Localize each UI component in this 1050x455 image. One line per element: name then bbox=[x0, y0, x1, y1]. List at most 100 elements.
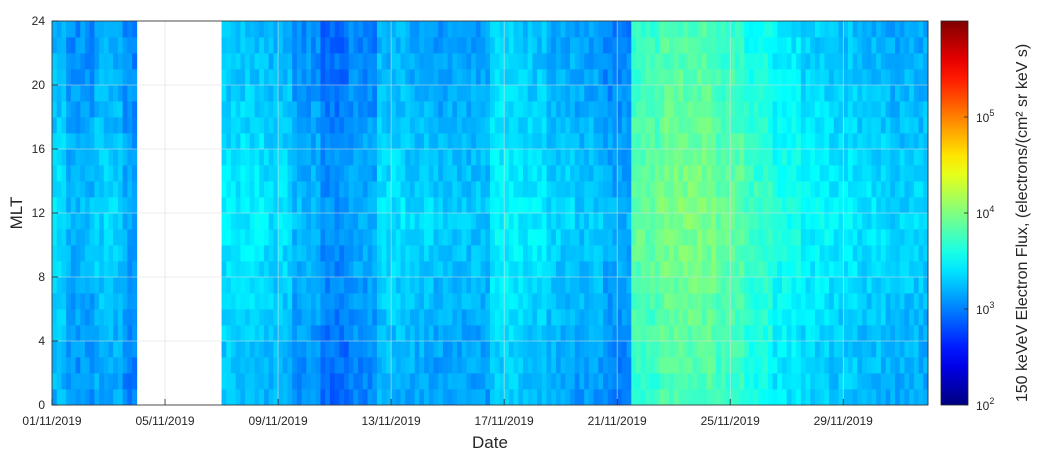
heatmap-cell bbox=[395, 53, 401, 70]
heatmap-cell bbox=[499, 53, 505, 70]
heatmap-cell bbox=[829, 149, 835, 166]
heatmap-cell bbox=[278, 85, 284, 102]
heatmap-cell bbox=[786, 357, 792, 374]
heatmap-cell bbox=[400, 245, 406, 262]
heatmap-cell bbox=[254, 213, 260, 230]
heatmap-cell bbox=[52, 213, 58, 230]
heatmap-cell bbox=[763, 341, 769, 358]
heatmap-cell bbox=[287, 85, 293, 102]
heatmap-cell bbox=[315, 373, 321, 390]
heatmap-cell bbox=[367, 21, 373, 38]
heatmap-cell bbox=[716, 197, 722, 214]
heatmap-cell bbox=[541, 373, 547, 390]
heatmap-cell bbox=[918, 117, 924, 134]
heatmap-cell bbox=[857, 229, 863, 246]
heatmap-cell bbox=[433, 245, 439, 262]
heatmap-cell bbox=[485, 181, 491, 198]
heatmap-cell bbox=[621, 101, 627, 118]
heatmap-cell bbox=[541, 325, 547, 342]
x-tick-label: 25/11/2019 bbox=[701, 414, 760, 428]
heatmap-cell bbox=[117, 149, 124, 166]
heatmap-cell bbox=[414, 325, 420, 342]
heatmap-cell bbox=[292, 277, 298, 294]
heatmap-cell bbox=[631, 293, 637, 310]
heatmap-cell bbox=[560, 325, 566, 342]
heatmap-cell bbox=[786, 245, 792, 262]
heatmap-cell bbox=[391, 213, 397, 230]
heatmap-cell bbox=[913, 197, 919, 214]
heatmap-cell bbox=[668, 341, 675, 358]
heatmap-cell bbox=[513, 293, 519, 310]
heatmap-cell bbox=[777, 229, 783, 246]
heatmap-cell bbox=[362, 117, 368, 134]
heatmap-cell bbox=[588, 181, 595, 198]
heatmap-cell bbox=[367, 341, 373, 358]
heatmap-cell bbox=[89, 53, 95, 70]
heatmap-cell bbox=[555, 117, 562, 134]
heatmap-cell bbox=[315, 101, 321, 118]
heatmap-cell bbox=[631, 21, 637, 38]
heatmap-cell bbox=[353, 213, 359, 230]
heatmap-cell bbox=[829, 37, 835, 54]
heatmap-cell bbox=[311, 293, 317, 310]
heatmap-cell bbox=[739, 261, 745, 278]
heatmap-cell bbox=[763, 245, 769, 262]
heatmap-cell bbox=[424, 149, 430, 166]
heatmap-cell bbox=[659, 229, 665, 246]
heatmap-cell bbox=[504, 53, 510, 70]
heatmap-cell bbox=[857, 357, 863, 374]
heatmap-cell bbox=[70, 21, 76, 38]
heatmap-cell bbox=[438, 261, 444, 278]
heatmap-cell bbox=[617, 373, 623, 390]
heatmap-cell bbox=[617, 85, 623, 102]
heatmap-cell bbox=[777, 117, 783, 134]
heatmap-cell bbox=[744, 101, 750, 118]
heatmap-cell bbox=[311, 213, 317, 230]
heatmap-cell bbox=[292, 165, 298, 182]
heatmap-cell bbox=[763, 53, 769, 70]
heatmap-cell bbox=[673, 341, 679, 358]
heatmap-cell bbox=[527, 261, 533, 278]
heatmap-cell bbox=[527, 117, 533, 134]
heatmap-cell bbox=[537, 389, 543, 406]
heatmap-cell bbox=[753, 229, 759, 246]
heatmap-cell bbox=[70, 181, 76, 198]
heatmap-cell bbox=[805, 85, 811, 102]
heatmap-cell bbox=[678, 117, 684, 134]
heatmap-cell bbox=[852, 213, 858, 230]
heatmap-cell bbox=[598, 245, 604, 262]
heatmap-cell bbox=[899, 325, 905, 342]
heatmap-cell bbox=[522, 373, 529, 390]
heatmap-cell bbox=[122, 21, 128, 38]
heatmap-cell bbox=[254, 325, 260, 342]
heatmap-cell bbox=[461, 149, 467, 166]
heatmap-cell bbox=[494, 325, 500, 342]
heatmap-cell bbox=[725, 245, 731, 262]
heatmap-cell bbox=[758, 309, 764, 326]
heatmap-cell bbox=[466, 213, 472, 230]
heatmap-cell bbox=[240, 149, 246, 166]
heatmap-cell bbox=[419, 53, 425, 70]
heatmap-cell bbox=[466, 101, 472, 118]
heatmap-cell bbox=[833, 341, 839, 358]
heatmap-cell bbox=[899, 341, 905, 358]
heatmap-cell bbox=[66, 293, 72, 310]
heatmap-cell bbox=[358, 341, 364, 358]
heatmap-cell bbox=[767, 261, 773, 278]
heatmap-cell bbox=[697, 101, 703, 118]
heatmap-cell bbox=[659, 261, 665, 278]
heatmap-cell bbox=[626, 53, 632, 70]
heatmap-cell bbox=[367, 261, 373, 278]
heatmap-cell bbox=[391, 245, 397, 262]
heatmap-cell bbox=[263, 277, 270, 294]
heatmap-cell bbox=[513, 53, 519, 70]
heatmap-cell bbox=[221, 309, 227, 326]
heatmap-cell bbox=[254, 37, 260, 54]
heatmap-cell bbox=[504, 85, 510, 102]
heatmap-cell bbox=[791, 69, 797, 86]
heatmap-cell bbox=[344, 133, 350, 150]
heatmap-cell bbox=[725, 213, 731, 230]
heatmap-cell bbox=[447, 325, 453, 342]
heatmap-cell bbox=[117, 277, 124, 294]
heatmap-cell bbox=[758, 37, 764, 54]
